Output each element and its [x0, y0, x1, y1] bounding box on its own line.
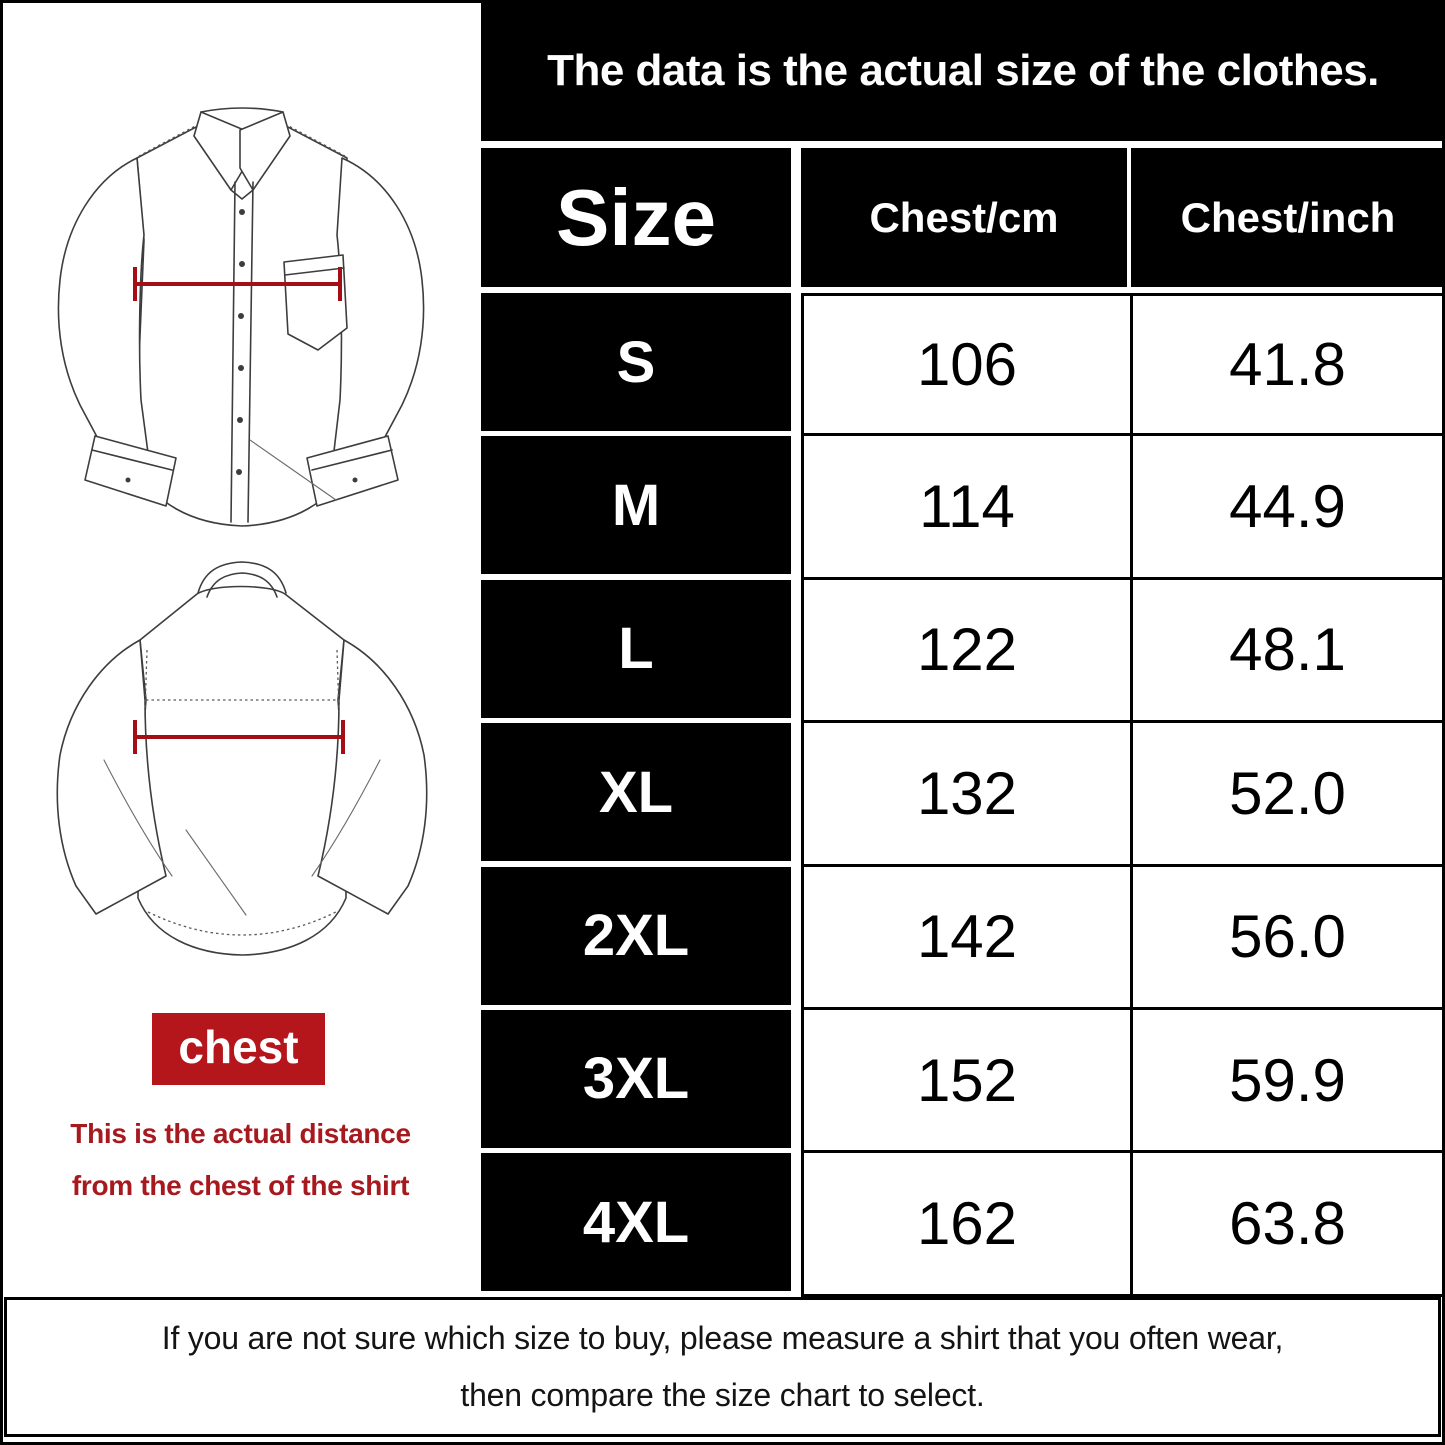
chest-inch-cell: 44.9: [1229, 473, 1346, 541]
chest-cm-cell: 142: [804, 866, 1133, 1007]
table-row-s: S 106 41.8: [481, 293, 1445, 437]
row-data-cells: 152 59.9: [801, 1009, 1445, 1154]
chest-inch-cell: 41.8: [1229, 331, 1346, 399]
chest-note-line2: from the chest of the shirt: [71, 1170, 410, 1201]
chest-label-badge: chest: [152, 1013, 325, 1085]
chest-inch-cell: 59.9: [1229, 1046, 1346, 1114]
column-header-chest-cm: Chest/cm: [801, 148, 1127, 287]
row-data-cells: 106 41.8: [801, 293, 1445, 437]
table-title: The data is the actual size of the cloth…: [547, 45, 1379, 95]
chest-inch-cell: 63.8: [1229, 1190, 1346, 1258]
chest-inch-cell: 52.0: [1229, 759, 1346, 827]
back-shirt-drawing: [56, 561, 428, 956]
chest-label-text: chest: [178, 1021, 299, 1073]
back-chest-measure-line: [133, 720, 345, 754]
column-header-chest-inch: Chest/inch: [1131, 148, 1445, 287]
chest-cm-cell: 114: [804, 436, 1133, 577]
row-data-cells: 132 52.0: [801, 723, 1445, 867]
row-data-cells: 122 48.1: [801, 579, 1445, 724]
footer-note-line1: If you are not sure which size to buy, p…: [161, 1320, 1284, 1356]
chest-cm-cell: 132: [804, 723, 1133, 864]
footer-note-line2: then compare the size chart to select.: [460, 1377, 985, 1413]
row-data-cells: 114 44.9: [801, 436, 1445, 580]
chest-cm-cell: 122: [804, 579, 1133, 721]
size-table-body: S 106 41.8 M 114 44.9 L 122 48.1 XL 132: [481, 293, 1445, 1297]
shirt-illustrations: [56, 107, 428, 956]
illustration-panel: chest This is the actual distance from t…: [0, 0, 481, 1297]
chest-cm-cell: 152: [804, 1009, 1133, 1151]
table-row-3xl: 3XL 152 59.9: [481, 1009, 1445, 1154]
front-chest-measure-line: [133, 267, 342, 301]
size-label-cell: M: [481, 436, 791, 575]
table-row-xl: XL 132 52.0: [481, 723, 1445, 867]
row-data-cells: 162 63.8: [801, 1153, 1445, 1297]
table-title-band: The data is the actual size of the cloth…: [481, 0, 1445, 141]
table-row-l: L 122 48.1: [481, 579, 1445, 724]
chest-cm-cell: 106: [804, 296, 1133, 434]
size-label-cell: 2XL: [481, 866, 791, 1005]
chest-inch-cell: 56.0: [1229, 903, 1346, 971]
chest-cm-cell: 162: [804, 1153, 1133, 1294]
table-row-4xl: 4XL 162 63.8: [481, 1153, 1445, 1297]
table-header-row: Size Chest/cm Chest/inch: [481, 148, 1445, 287]
chest-note-line1: This is the actual distance: [70, 1118, 411, 1149]
chest-note: This is the actual distance from the che…: [0, 1108, 481, 1212]
footer-note-box: If you are not sure which size to buy, p…: [4, 1297, 1441, 1437]
table-row-m: M 114 44.9: [481, 436, 1445, 580]
size-label-cell: 3XL: [481, 1009, 791, 1148]
row-data-cells: 142 56.0: [801, 866, 1445, 1010]
column-header-size: Size: [481, 148, 791, 287]
size-label-cell: XL: [481, 723, 791, 862]
size-label-cell: S: [481, 293, 791, 431]
table-row-2xl: 2XL 142 56.0: [481, 866, 1445, 1010]
chest-inch-cell: 48.1: [1229, 616, 1346, 684]
size-label-cell: L: [481, 579, 791, 718]
size-label-cell: 4XL: [481, 1153, 791, 1292]
front-shirt-drawing: [57, 107, 425, 527]
